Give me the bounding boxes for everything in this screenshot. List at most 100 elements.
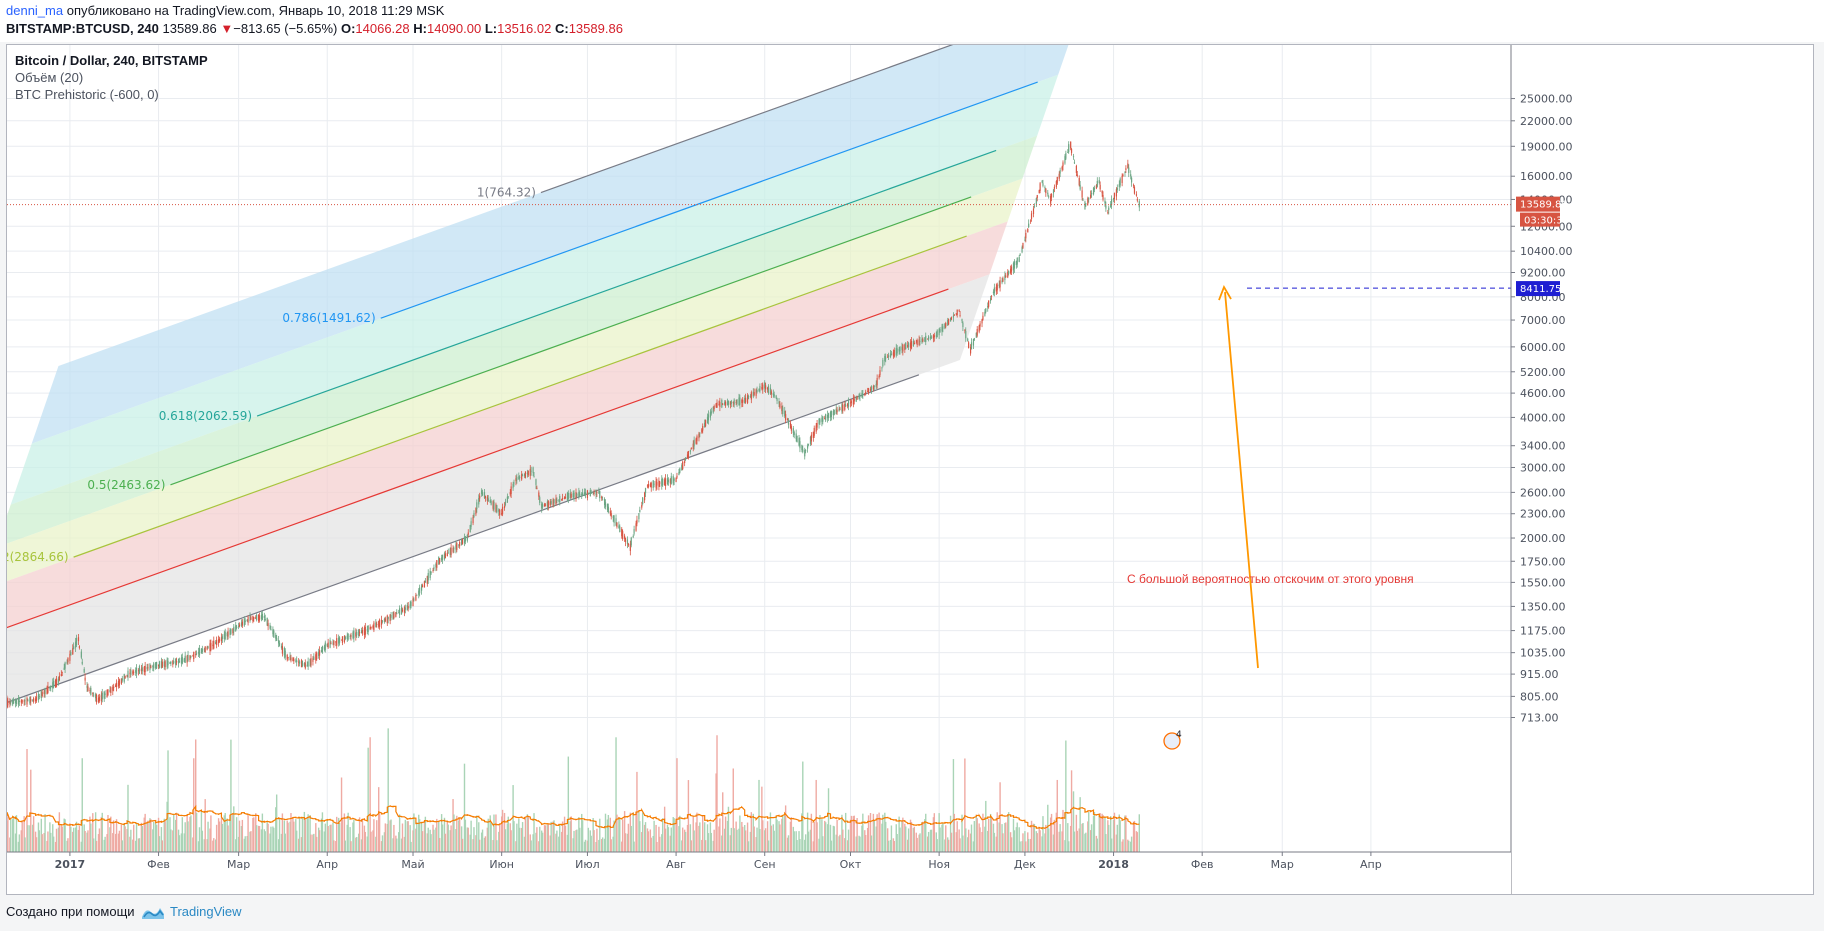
volume-bar [1122, 839, 1124, 852]
candle-body [706, 416, 709, 424]
chart-area[interactable]: 1(764.32) 0.786(1491.62) 0.618(2062.59) 0.5… [6, 44, 1814, 895]
candle-body [327, 642, 329, 648]
volume-bar [944, 839, 946, 852]
price-axis [1511, 45, 1813, 894]
footer-brand-link[interactable]: TradingView [170, 904, 242, 919]
volume-bar [1007, 812, 1010, 852]
volume-bar [387, 728, 389, 852]
volume-bar [822, 836, 824, 852]
candle-body [481, 492, 484, 496]
volume-bar [255, 813, 257, 852]
candle-body [716, 402, 718, 408]
volume-bar [258, 826, 261, 852]
volume-bar [967, 829, 970, 852]
candle-body [109, 690, 111, 692]
candle-body [103, 691, 105, 699]
volume-bar [1119, 820, 1121, 852]
fib-level-line[interactable] [7, 374, 920, 729]
candle-body [1131, 177, 1133, 183]
candle-body [332, 642, 334, 644]
candle-body [693, 439, 695, 447]
candle-body [624, 535, 626, 539]
candle-body [1128, 167, 1130, 173]
fib-level-line[interactable] [380, 81, 1038, 319]
volume-bar [275, 807, 277, 852]
published-text: опубликовано на TradingView.com, Январь … [63, 3, 445, 18]
volume-bar [200, 810, 203, 852]
candle-body [298, 661, 300, 663]
candle-body [26, 697, 28, 705]
candle-body [338, 637, 341, 643]
volume-bar [267, 823, 269, 852]
price-chart[interactable]: 1(764.32)0.786(1491.62)0.618(2062.59)0.5… [7, 45, 1813, 894]
candle-body [1078, 178, 1080, 186]
candle-body [876, 378, 878, 386]
candle-body [289, 655, 291, 661]
volume-bar [726, 820, 729, 852]
volume-bar [172, 830, 174, 852]
volume-bar [773, 830, 775, 852]
candle-body [859, 395, 861, 397]
arrow-line[interactable] [1224, 292, 1259, 669]
open-value: 14066.28 [355, 21, 410, 36]
volume-bar [244, 836, 246, 852]
volume-bar [926, 836, 929, 852]
candle-body [341, 636, 344, 643]
candle-body [24, 700, 26, 702]
volume-bar [533, 813, 535, 852]
candle-body [155, 662, 157, 669]
volume-bar [630, 825, 632, 852]
time-axis-label: Авг [666, 858, 686, 871]
volume-bar [1105, 834, 1107, 852]
candle-body [1022, 242, 1024, 248]
volume-bar [90, 823, 92, 852]
volume-bar [1004, 822, 1006, 852]
volume-bar [635, 815, 637, 852]
volume-bar [781, 818, 783, 852]
volume-bar [133, 824, 135, 852]
volume-bar [862, 813, 864, 852]
fib-level-line[interactable] [73, 235, 967, 558]
volume-bar [12, 819, 14, 852]
volume-bar [624, 833, 627, 852]
candle-body [467, 532, 469, 535]
candle-body [167, 660, 169, 666]
candle-body [518, 476, 520, 480]
volume-bar [507, 816, 509, 852]
volume-bar [579, 827, 581, 852]
volume-bar [1115, 834, 1118, 852]
author-link[interactable]: denni_ma [6, 3, 64, 18]
candle-body [309, 658, 311, 667]
candle-body [318, 651, 320, 656]
volume-bar [809, 829, 812, 852]
volume-bar [736, 829, 738, 852]
volume-bar [486, 827, 489, 852]
volume-bar [316, 836, 318, 852]
volume-bar [872, 813, 875, 852]
volume-bar [1059, 824, 1061, 852]
volume-bar [14, 833, 17, 852]
volume-bar [730, 827, 733, 852]
volume-bar [786, 837, 789, 852]
candle-body [306, 664, 308, 667]
fib-level-line[interactable] [7, 288, 949, 632]
volume-bar [224, 813, 226, 852]
volume-bar [716, 735, 718, 852]
fib-level-line[interactable] [256, 149, 997, 417]
volume-bar [1027, 838, 1030, 852]
fib-level-line[interactable] [170, 196, 972, 486]
candle-body [364, 627, 366, 635]
candle-body [778, 401, 780, 404]
candle-body [735, 402, 737, 403]
volume-bar [190, 815, 192, 852]
volume-bar [623, 811, 626, 852]
candle-body [229, 629, 231, 635]
candle-body [150, 666, 152, 668]
fib-level-line[interactable] [540, 45, 1085, 194]
volume-bar [844, 812, 847, 852]
volume-bar [941, 824, 943, 852]
annotation-text[interactable]: С большой вероятностью отскочим от этого… [1127, 572, 1414, 586]
candle-body [15, 699, 18, 704]
volume-bar [347, 812, 349, 852]
events-badge-icon[interactable] [1163, 732, 1181, 750]
